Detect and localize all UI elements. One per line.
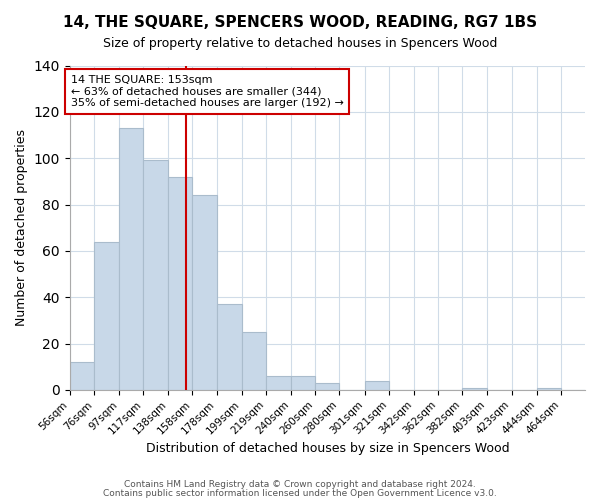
Bar — [266, 376, 291, 390]
Bar — [94, 242, 119, 390]
Bar — [119, 128, 143, 390]
Bar — [365, 380, 389, 390]
Bar — [315, 383, 340, 390]
Y-axis label: Number of detached properties: Number of detached properties — [15, 129, 28, 326]
Bar — [70, 362, 94, 390]
Text: Contains public sector information licensed under the Open Government Licence v3: Contains public sector information licen… — [103, 488, 497, 498]
Text: 14 THE SQUARE: 153sqm
← 63% of detached houses are smaller (344)
35% of semi-det: 14 THE SQUARE: 153sqm ← 63% of detached … — [71, 75, 344, 108]
Text: Size of property relative to detached houses in Spencers Wood: Size of property relative to detached ho… — [103, 38, 497, 51]
Bar — [217, 304, 242, 390]
Text: Contains HM Land Registry data © Crown copyright and database right 2024.: Contains HM Land Registry data © Crown c… — [124, 480, 476, 489]
Bar — [143, 160, 169, 390]
Bar — [462, 388, 487, 390]
Bar — [242, 332, 266, 390]
Bar — [169, 176, 193, 390]
Bar — [193, 195, 217, 390]
Bar — [537, 388, 561, 390]
Text: 14, THE SQUARE, SPENCERS WOOD, READING, RG7 1BS: 14, THE SQUARE, SPENCERS WOOD, READING, … — [63, 15, 537, 30]
X-axis label: Distribution of detached houses by size in Spencers Wood: Distribution of detached houses by size … — [146, 442, 509, 455]
Bar — [291, 376, 315, 390]
